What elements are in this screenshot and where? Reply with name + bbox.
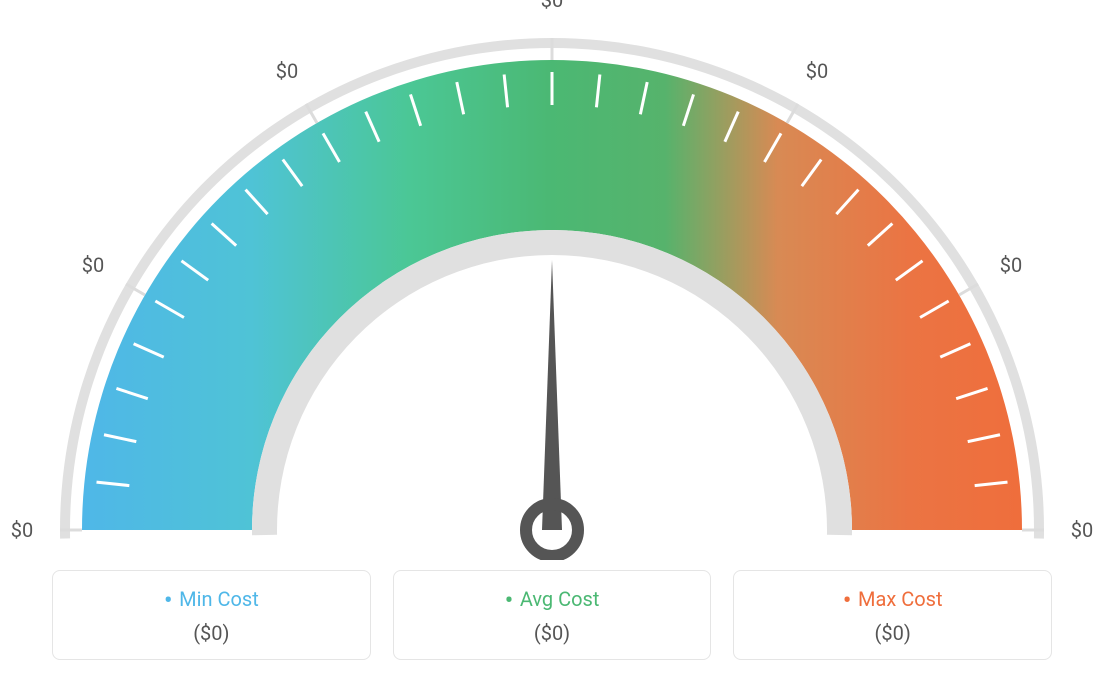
legend-row: Min Cost ($0) Avg Cost ($0) Max Cost ($0… <box>52 570 1052 660</box>
cost-gauge-container: $0 $0 $0 $0 $0 $0 $0 Min Cost ($0) Avg Cost ($… <box>0 0 1104 690</box>
legend-label-max: Max Cost <box>843 587 943 611</box>
legend-label-avg: Avg Cost <box>505 587 600 611</box>
legend-value-avg: ($0) <box>404 621 701 645</box>
gauge-tick-label: $0 <box>11 518 33 542</box>
gauge-tick-label: $0 <box>82 253 104 277</box>
legend-label-min: Min Cost <box>164 587 259 611</box>
legend-value-min: ($0) <box>63 621 360 645</box>
gauge-tick-label: $0 <box>276 59 298 83</box>
gauge-chart: $0 $0 $0 $0 $0 $0 $0 <box>0 0 1104 560</box>
legend-card-avg: Avg Cost ($0) <box>393 570 712 660</box>
legend-card-min: Min Cost ($0) <box>52 570 371 660</box>
gauge-tick-label: $0 <box>1071 518 1093 542</box>
gauge-tick-label: $0 <box>1000 253 1022 277</box>
legend-card-max: Max Cost ($0) <box>733 570 1052 660</box>
gauge-tick-label: $0 <box>806 59 828 83</box>
legend-value-max: ($0) <box>744 621 1041 645</box>
gauge-tick-label: $0 <box>541 0 563 12</box>
